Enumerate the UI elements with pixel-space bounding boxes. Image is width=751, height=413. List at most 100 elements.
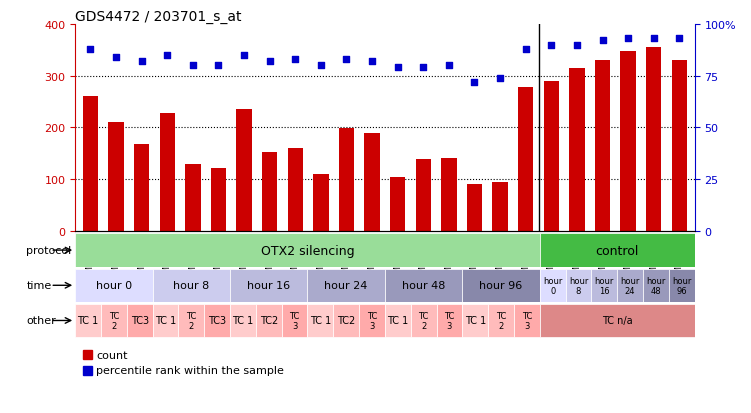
Text: hour 96: hour 96 bbox=[479, 280, 523, 291]
Bar bbox=[617, 269, 643, 302]
Bar bbox=[101, 304, 127, 337]
Point bbox=[418, 65, 430, 71]
Text: OTX2 silencing: OTX2 silencing bbox=[261, 244, 354, 257]
Text: count: count bbox=[96, 350, 128, 360]
Text: protocol: protocol bbox=[26, 245, 71, 256]
Bar bbox=[595, 61, 610, 231]
Point bbox=[213, 63, 225, 69]
Bar bbox=[669, 269, 695, 302]
Point bbox=[366, 59, 378, 65]
Text: TC 1: TC 1 bbox=[465, 316, 486, 326]
Text: TC3: TC3 bbox=[131, 316, 149, 326]
Bar bbox=[643, 269, 669, 302]
Bar bbox=[620, 52, 636, 231]
Bar bbox=[514, 304, 540, 337]
Text: TC 1: TC 1 bbox=[232, 316, 254, 326]
Bar bbox=[339, 129, 354, 231]
Bar bbox=[204, 304, 230, 337]
Point bbox=[136, 59, 148, 65]
Text: TC
2: TC 2 bbox=[109, 311, 119, 330]
Text: hour
0: hour 0 bbox=[543, 276, 562, 295]
Bar bbox=[364, 133, 380, 231]
Bar bbox=[75, 304, 101, 337]
Bar bbox=[333, 304, 359, 337]
Bar bbox=[463, 269, 540, 302]
Bar bbox=[390, 177, 406, 231]
Text: hour
48: hour 48 bbox=[647, 276, 665, 295]
Bar bbox=[646, 48, 662, 231]
Bar bbox=[359, 304, 385, 337]
Text: time: time bbox=[26, 280, 52, 291]
Bar bbox=[152, 304, 179, 337]
Bar bbox=[185, 164, 201, 231]
Text: TC
3: TC 3 bbox=[366, 311, 377, 330]
Text: TC
3: TC 3 bbox=[445, 311, 454, 330]
Text: TC n/a: TC n/a bbox=[602, 316, 632, 326]
Point bbox=[110, 55, 122, 61]
Point bbox=[238, 52, 250, 59]
Point bbox=[571, 42, 583, 49]
Point bbox=[545, 42, 557, 49]
Bar bbox=[230, 269, 307, 302]
Text: other: other bbox=[26, 316, 56, 326]
Point bbox=[289, 57, 301, 63]
Bar bbox=[256, 304, 282, 337]
Text: TC3: TC3 bbox=[208, 316, 226, 326]
Bar bbox=[83, 97, 98, 231]
Bar bbox=[488, 304, 514, 337]
Bar bbox=[415, 160, 431, 231]
Bar bbox=[671, 61, 687, 231]
Bar bbox=[152, 269, 230, 302]
Bar bbox=[540, 269, 566, 302]
Point bbox=[161, 52, 173, 59]
Bar bbox=[467, 185, 482, 231]
Text: TC
3: TC 3 bbox=[522, 311, 532, 330]
Point bbox=[674, 36, 686, 43]
Bar bbox=[463, 304, 488, 337]
Text: TC 1: TC 1 bbox=[388, 316, 409, 326]
Point bbox=[520, 46, 532, 53]
Point bbox=[340, 57, 352, 63]
Bar bbox=[544, 82, 559, 231]
Text: TC
3: TC 3 bbox=[289, 311, 300, 330]
Bar bbox=[160, 114, 175, 231]
Text: hour
16: hour 16 bbox=[595, 276, 614, 295]
Bar bbox=[75, 233, 540, 268]
Bar bbox=[75, 269, 152, 302]
Bar bbox=[262, 153, 277, 231]
Bar bbox=[518, 88, 533, 231]
Text: TC
2: TC 2 bbox=[186, 311, 197, 330]
Text: TC 1: TC 1 bbox=[155, 316, 176, 326]
Bar bbox=[411, 304, 436, 337]
Bar bbox=[385, 304, 411, 337]
Point bbox=[494, 75, 506, 82]
Bar bbox=[566, 269, 592, 302]
Bar bbox=[108, 123, 124, 231]
Point bbox=[596, 38, 608, 45]
Bar bbox=[442, 159, 457, 231]
Bar bbox=[179, 304, 204, 337]
Bar bbox=[230, 304, 256, 337]
Bar bbox=[540, 304, 695, 337]
Text: GDS4472 / 203701_s_at: GDS4472 / 203701_s_at bbox=[75, 10, 242, 24]
Point bbox=[443, 63, 455, 69]
Text: TC2: TC2 bbox=[260, 316, 278, 326]
Bar bbox=[592, 269, 617, 302]
Bar bbox=[569, 69, 584, 231]
Point bbox=[187, 63, 199, 69]
Point bbox=[392, 65, 404, 71]
Bar bbox=[385, 269, 463, 302]
Bar bbox=[493, 182, 508, 231]
Bar bbox=[540, 233, 695, 268]
Text: hour 8: hour 8 bbox=[173, 280, 210, 291]
Text: hour 24: hour 24 bbox=[324, 280, 368, 291]
Bar bbox=[127, 304, 152, 337]
Text: hour 16: hour 16 bbox=[247, 280, 291, 291]
Bar bbox=[313, 175, 329, 231]
Point bbox=[315, 63, 327, 69]
Point bbox=[84, 46, 96, 53]
Text: percentile rank within the sample: percentile rank within the sample bbox=[96, 366, 284, 375]
Point bbox=[264, 59, 276, 65]
Point bbox=[622, 36, 634, 43]
Text: hour 0: hour 0 bbox=[96, 280, 132, 291]
